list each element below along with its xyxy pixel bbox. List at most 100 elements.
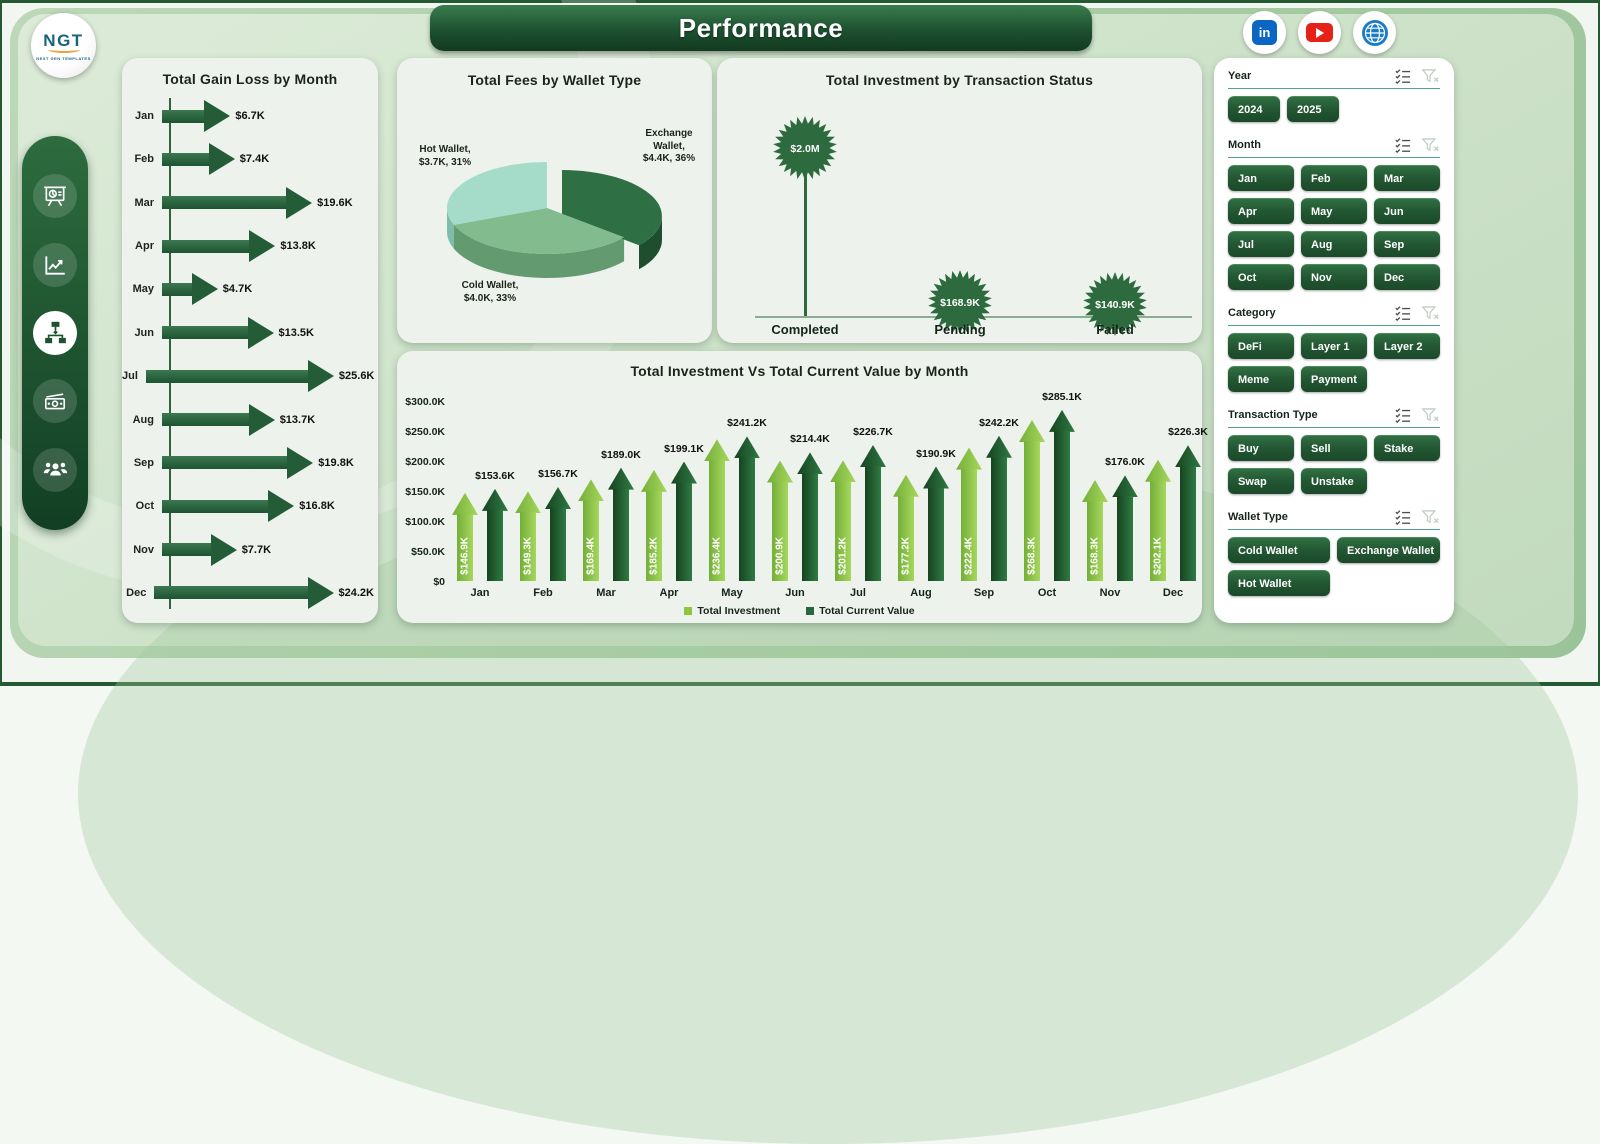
filter-button-nov[interactable]: Nov — [1301, 264, 1367, 290]
investment-arrow-jan[interactable]: $146.9K — [452, 492, 478, 581]
investment-arrow-nov[interactable]: $168.3K — [1082, 480, 1108, 581]
combo-group-oct: $268.3K $285.1K — [1019, 391, 1082, 581]
filter-button-buy[interactable]: Buy — [1228, 435, 1294, 461]
clear-filter-icon[interactable] — [1421, 305, 1440, 321]
nav-money-icon[interactable] — [33, 379, 77, 424]
current-value-arrow-feb[interactable] — [545, 487, 571, 581]
gain-loss-bar-jun[interactable] — [162, 316, 274, 349]
filter-label-transaction-type: Transaction Type — [1228, 409, 1318, 421]
current-value-arrow-mar[interactable] — [608, 467, 634, 581]
investment-arrow-feb[interactable]: $149.3K — [515, 491, 541, 581]
current-value-arrow-nov[interactable] — [1112, 475, 1138, 581]
investment-value-label: $168.3K — [1089, 537, 1101, 575]
nav-hierarchy-icon[interactable] — [33, 310, 77, 355]
current-value-arrow-jul[interactable] — [860, 445, 886, 581]
gain-loss-value-label: $13.7K — [279, 413, 316, 426]
select-all-icon[interactable] — [1394, 305, 1412, 321]
gain-loss-bar-mar[interactable] — [162, 186, 313, 219]
filter-button-unstake[interactable]: Unstake — [1301, 468, 1367, 494]
arrow-body — [613, 488, 629, 581]
filter-button-defi[interactable]: DeFi — [1228, 333, 1294, 359]
filter-button-may[interactable]: May — [1301, 198, 1367, 224]
current-value-arrow-jan[interactable] — [482, 488, 508, 581]
status-marker-completed[interactable]: $2.0M — [772, 115, 838, 181]
pie-slice-exchange-wallet[interactable] — [562, 170, 662, 246]
gain-loss-bar-may[interactable] — [162, 273, 218, 306]
nav-trend-chart-icon[interactable] — [33, 242, 77, 287]
select-all-icon[interactable] — [1394, 68, 1412, 84]
investment-arrow-dec[interactable]: $202.1K — [1145, 459, 1171, 581]
filter-button-2025[interactable]: 2025 — [1287, 96, 1339, 122]
filter-button-swap[interactable]: Swap — [1228, 468, 1294, 494]
current-value-arrow-aug[interactable] — [923, 466, 949, 581]
investment-arrow-mar[interactable]: $169.4K — [578, 479, 604, 581]
filter-button-payment[interactable]: Payment — [1301, 366, 1367, 392]
select-all-icon[interactable] — [1394, 407, 1412, 423]
filter-button-sell[interactable]: Sell — [1301, 435, 1367, 461]
gain-loss-bar-sep[interactable] — [162, 446, 314, 479]
filter-button-hot-wallet[interactable]: Hot Wallet — [1228, 570, 1330, 596]
filter-options-year: 2024 2025 — [1228, 96, 1440, 122]
gain-loss-bar-nov[interactable] — [162, 533, 237, 566]
gain-loss-bar-dec[interactable] — [154, 576, 334, 609]
filter-button-cold-wallet[interactable]: Cold Wallet — [1228, 537, 1330, 563]
filter-button-jan[interactable]: Jan — [1228, 165, 1294, 191]
investment-arrow-sep[interactable]: $222.4K — [956, 447, 982, 581]
pie-slice-hot-wallet[interactable] — [447, 162, 547, 225]
clear-filter-icon[interactable] — [1421, 509, 1440, 525]
filter-button-jul[interactable]: Jul — [1228, 231, 1294, 257]
current-value-arrow-jun[interactable] — [797, 452, 823, 581]
nav-presentation-chart-icon[interactable] — [33, 174, 77, 219]
filter-button-apr[interactable]: Apr — [1228, 198, 1294, 224]
current-value-arrow-oct[interactable] — [1049, 409, 1075, 581]
investment-arrow-jul[interactable]: $201.2K — [830, 460, 856, 581]
gain-loss-bar-jul[interactable] — [145, 360, 334, 393]
investment-arrow-jun[interactable]: $200.9K — [767, 460, 793, 581]
nav-team-icon[interactable] — [33, 447, 77, 492]
select-all-icon[interactable] — [1394, 509, 1412, 525]
investment-value-label: $236.4K — [711, 537, 723, 575]
filter-button-feb[interactable]: Feb — [1301, 165, 1367, 191]
current-value-arrow-apr[interactable] — [671, 461, 697, 581]
gain-loss-bar-oct[interactable] — [162, 490, 295, 523]
combo-month-label-jan: Jan — [470, 587, 490, 599]
website-globe-icon[interactable] — [1353, 11, 1396, 54]
clear-filter-icon[interactable] — [1421, 137, 1440, 153]
team-glyph — [43, 462, 67, 476]
current-value-arrow-dec[interactable] — [1175, 445, 1201, 581]
filter-button-dec[interactable]: Dec — [1374, 264, 1440, 290]
filter-button-mar[interactable]: Mar — [1374, 165, 1440, 191]
youtube-icon[interactable] — [1298, 11, 1341, 54]
linkedin-icon[interactable]: in — [1243, 11, 1286, 54]
pie-slice-cold-wallet[interactable] — [454, 208, 625, 255]
gain-loss-bar-feb[interactable] — [162, 143, 235, 176]
filter-button-oct[interactable]: Oct — [1228, 264, 1294, 290]
gain-loss-bar-body — [162, 456, 288, 470]
filter-button-jun[interactable]: Jun — [1374, 198, 1440, 224]
status-marker-failed[interactable]: $140.9K — [1082, 271, 1148, 337]
gain-loss-bar-aug[interactable] — [162, 403, 275, 436]
select-all-icon[interactable] — [1394, 137, 1412, 153]
clear-filter-icon[interactable] — [1421, 68, 1440, 84]
investment-arrow-oct[interactable]: $268.3K — [1019, 420, 1045, 581]
filter-button-exchange-wallet[interactable]: Exchange Wallet — [1337, 537, 1440, 563]
current-value-arrow-sep[interactable] — [986, 435, 1012, 581]
investment-arrow-apr[interactable]: $185.2K — [641, 469, 667, 581]
filter-button-2024[interactable]: 2024 — [1228, 96, 1280, 122]
clear-filter-icon[interactable] — [1421, 407, 1440, 423]
presentation-chart-glyph — [44, 186, 66, 207]
gain-loss-bar-apr[interactable] — [162, 230, 276, 263]
filter-button-aug[interactable]: Aug — [1301, 231, 1367, 257]
investment-arrow-may[interactable]: $236.4K — [704, 439, 730, 581]
current-value-arrow-may[interactable] — [734, 436, 760, 581]
filter-button-layer-2[interactable]: Layer 2 — [1374, 333, 1440, 359]
gain-loss-bar-jan[interactable] — [162, 100, 231, 132]
filter-header-year: Year — [1228, 68, 1440, 89]
filter-button-sep[interactable]: Sep — [1374, 231, 1440, 257]
investment-arrow-aug[interactable]: $177.2K — [893, 474, 919, 581]
status-marker-pending[interactable]: $168.9K — [927, 269, 993, 335]
filter-button-layer-1[interactable]: Layer 1 — [1301, 333, 1367, 359]
filter-button-stake[interactable]: Stake — [1374, 435, 1440, 461]
filter-header-wallet-type: Wallet Type — [1228, 509, 1440, 530]
filter-button-meme[interactable]: Meme — [1228, 366, 1294, 392]
